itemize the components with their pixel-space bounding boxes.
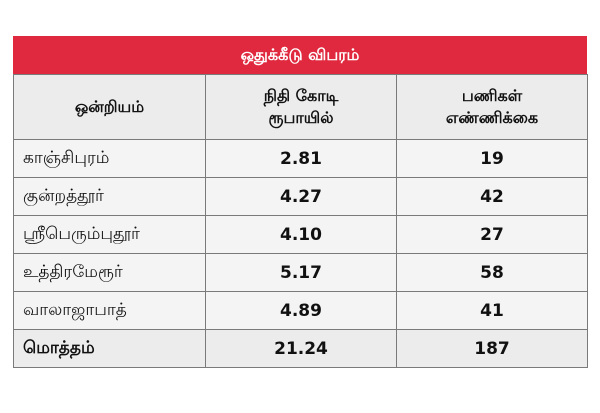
row-count: 42 (396, 177, 588, 216)
header-union: ஒன்றியம் (13, 74, 206, 140)
total-label: மொத்தம் (13, 329, 206, 368)
table-row: குன்றத்தூர் 4.27 42 (13, 177, 588, 216)
table-title: ஒதுக்கீடு விபரம் (13, 36, 587, 74)
row-amount: 4.10 (205, 215, 397, 254)
row-name: ஸ்ரீபெரும்புதூர் (13, 215, 206, 254)
table-row: ஸ்ரீபெரும்புதூர் 4.10 27 (13, 215, 588, 254)
header-fund: நிதி கோடி ரூபாயில் (205, 74, 397, 140)
row-amount: 4.27 (205, 177, 397, 216)
header-row: ஒன்றியம் நிதி கோடி ரூபாயில் பணிகள் எண்ணி… (13, 74, 588, 140)
row-count: 58 (396, 253, 588, 292)
allocation-table: ஒன்றியம் நிதி கோடி ரூபாயில் பணிகள் எண்ணி… (13, 74, 588, 368)
total-row: மொத்தம் 21.24 187 (13, 329, 588, 368)
row-name: காஞ்சிபுரம் (13, 139, 206, 178)
row-name: குன்றத்தூர் (13, 177, 206, 216)
total-amount: 21.24 (205, 329, 397, 368)
header-works-count: பணிகள் எண்ணிக்கை (396, 74, 588, 140)
row-name: உத்திரமேரூர் (13, 253, 206, 292)
table-row: காஞ்சிபுரம் 2.81 19 (13, 139, 588, 178)
table-row: வாலாஜாபாத் 4.89 41 (13, 291, 588, 330)
row-amount: 5.17 (205, 253, 397, 292)
row-count: 41 (396, 291, 588, 330)
allocation-table-card: ஒதுக்கீடு விபரம் ஒன்றியம் நிதி கோடி ரூபா… (13, 36, 588, 368)
row-amount: 2.81 (205, 139, 397, 178)
row-name: வாலாஜாபாத் (13, 291, 206, 330)
table-row: உத்திரமேரூர் 5.17 58 (13, 253, 588, 292)
row-amount: 4.89 (205, 291, 397, 330)
row-count: 27 (396, 215, 588, 254)
row-count: 19 (396, 139, 588, 178)
total-count: 187 (396, 329, 588, 368)
